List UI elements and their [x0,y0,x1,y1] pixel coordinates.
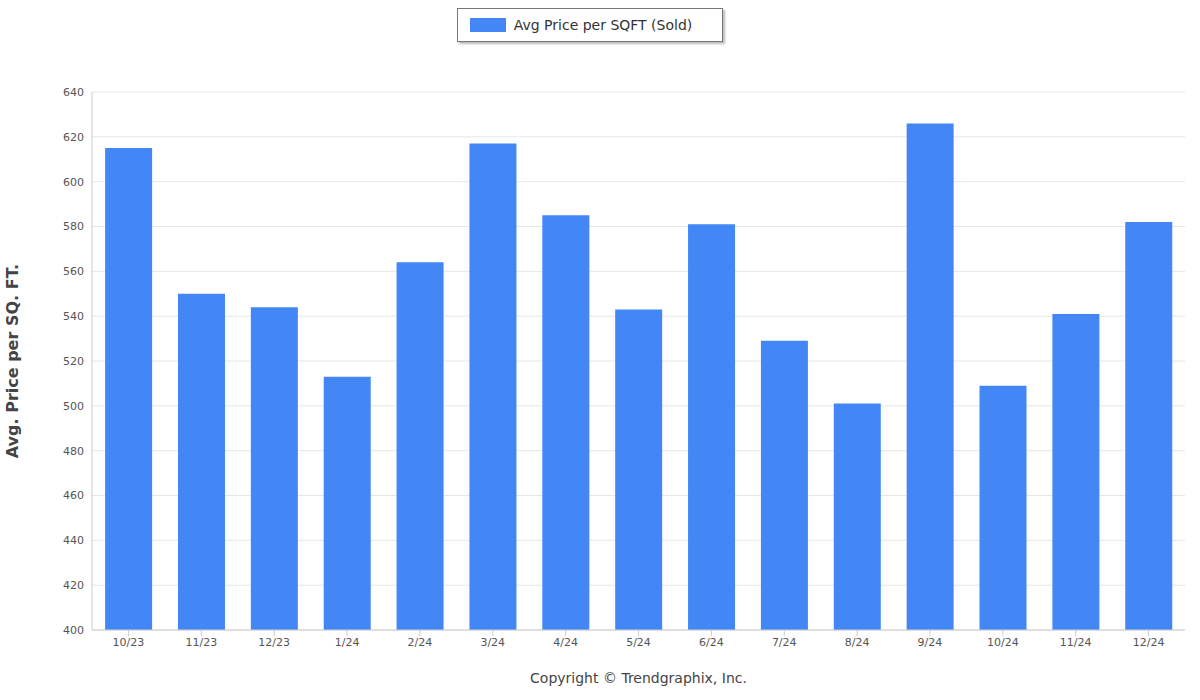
svg-text:540: 540 [63,310,84,323]
svg-text:11/23: 11/23 [185,636,217,649]
html-text:Copyright © Trendgraphix, Inc.: Copyright © Trendgraphix, Inc. [530,670,747,686]
svg-text:600: 600 [63,176,84,189]
svg-text:480: 480 [63,445,84,458]
svg-text:500: 500 [63,400,84,413]
svg-text:5/24: 5/24 [626,636,651,649]
svg-text:12/24: 12/24 [1133,636,1165,649]
html-text:Avg Price per SQFT (Sold): Avg Price per SQFT (Sold) [513,17,693,33]
svg-text:6/24: 6/24 [699,636,724,649]
svg-text:4/24: 4/24 [553,636,578,649]
svg-text:520: 520 [63,355,84,368]
svg-text:440: 440 [63,534,84,547]
svg-text:580: 580 [63,220,84,233]
svg-text:1/24: 1/24 [335,636,360,649]
svg-text:400: 400 [63,624,84,637]
svg-text:420: 420 [63,579,84,592]
svg-text:7/24: 7/24 [772,636,797,649]
svg-text:Avg. Price per SQ. FT.: Avg. Price per SQ. FT. [8,264,22,458]
svg-text:11/24: 11/24 [1060,636,1092,649]
svg-text:3/24: 3/24 [480,636,505,649]
svg-text:640: 640 [63,86,84,99]
svg-text:12/23: 12/23 [258,636,290,649]
svg-text:8/24: 8/24 [845,636,870,649]
svg-text:2/24: 2/24 [408,636,433,649]
svg-text:10/23: 10/23 [113,636,145,649]
svg-text:460: 460 [63,489,84,502]
svg-text:560: 560 [63,265,84,278]
svg-text:10/24: 10/24 [987,636,1019,649]
svg-text:620: 620 [63,131,84,144]
svg-text:9/24: 9/24 [918,636,943,649]
